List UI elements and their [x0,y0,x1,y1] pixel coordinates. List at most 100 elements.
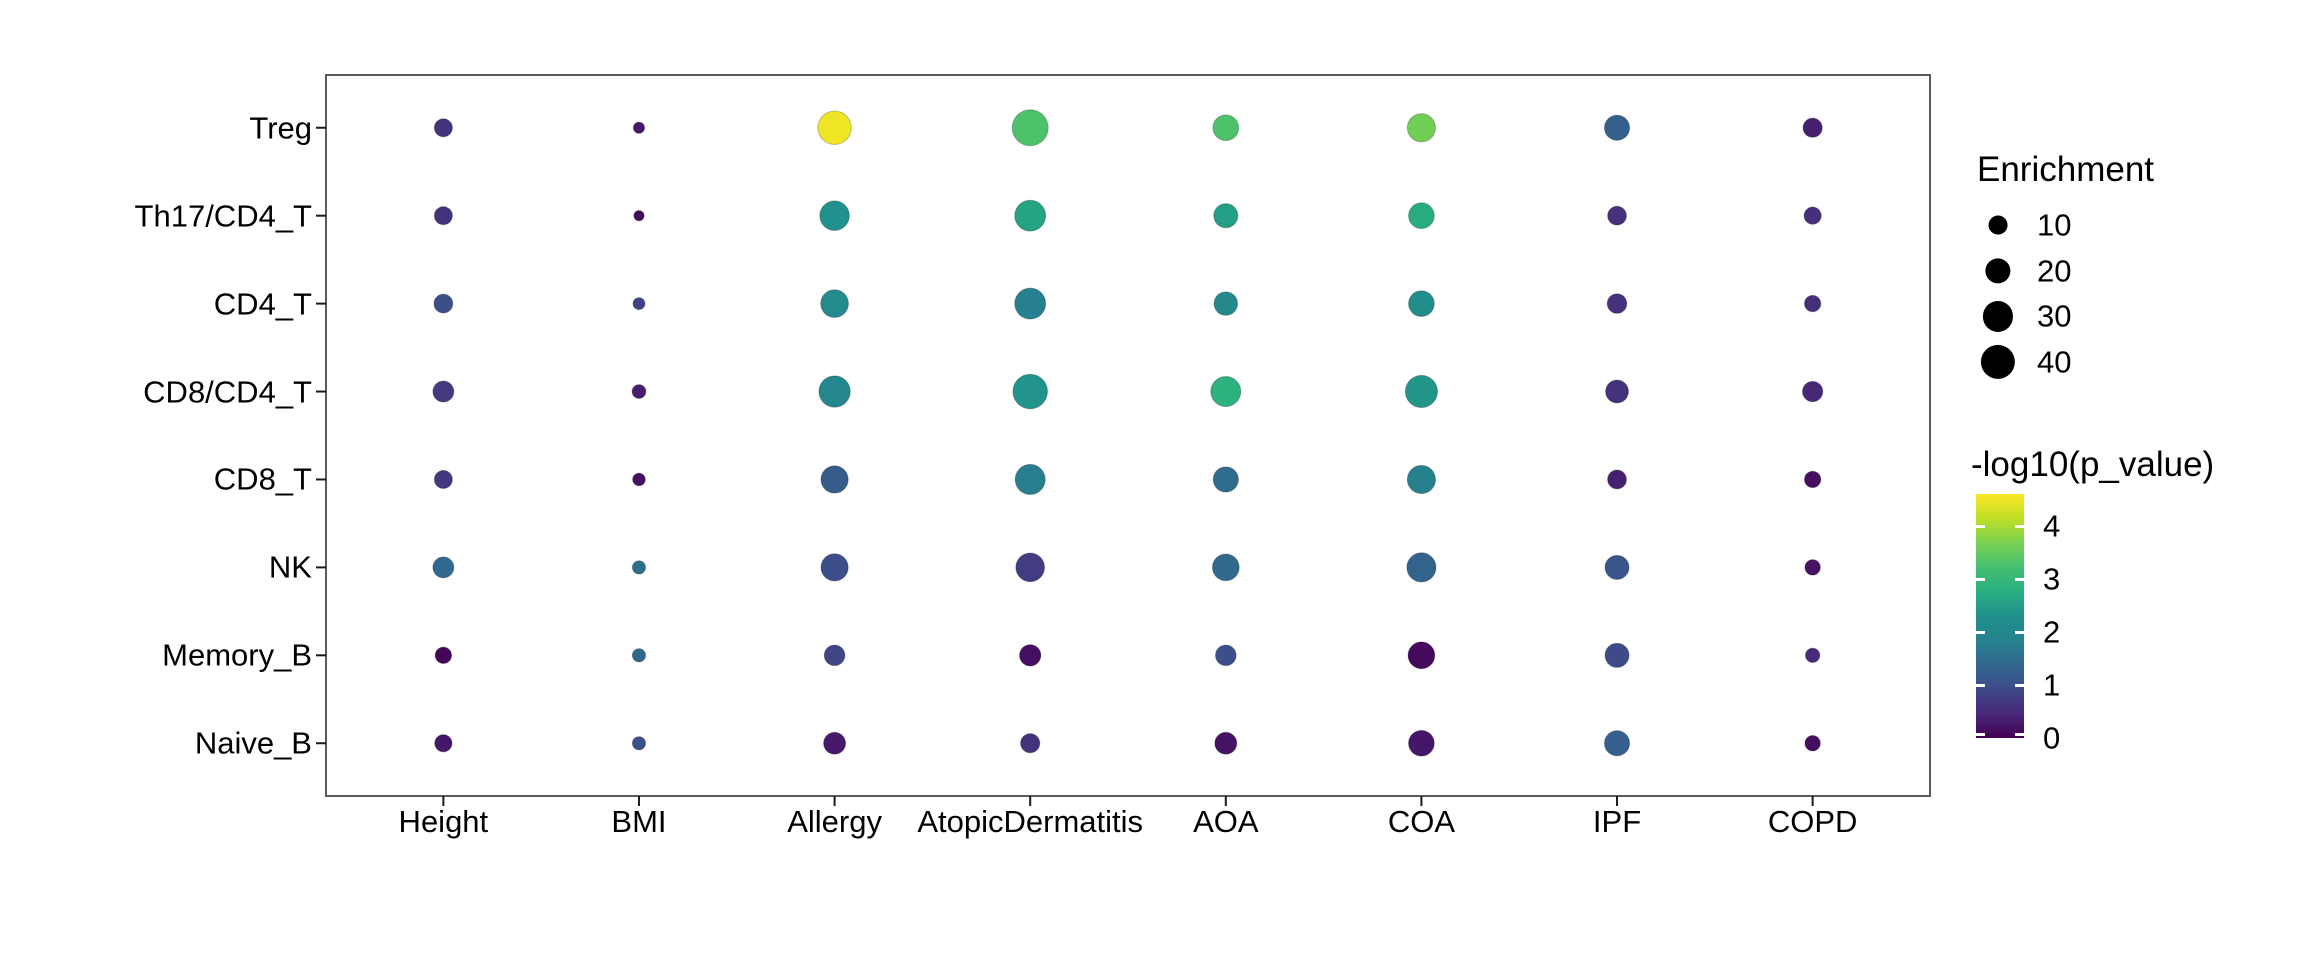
dots-layer [432,109,1824,757]
data-point [433,206,453,226]
data-point [631,560,647,575]
data-point [1014,287,1047,320]
data-point [1803,294,1822,313]
y-axis-label: Treg [249,110,312,146]
data-point [1014,199,1047,232]
colorbar-tickmark [2015,524,2024,528]
x-axis-label: IPF [1592,804,1642,839]
data-point [631,648,647,663]
size-legend-dot [1985,258,2011,284]
data-point [1604,642,1630,668]
axis-ticks [316,126,1814,806]
x-axis-label: AOA [1193,804,1259,839]
data-point [633,209,645,222]
data-point [1604,554,1630,580]
x-axis-label: BMI [611,804,667,839]
colorbar-tickmark [1976,577,1985,581]
data-point [820,465,849,494]
colorbar-tickmark [2015,577,2024,581]
data-point [1603,730,1631,757]
size-legend-value: 10 [2037,207,2072,243]
data-point [1406,113,1437,143]
data-point [1212,466,1239,493]
data-point [433,118,453,138]
size-legend-dot [1980,344,2016,380]
data-point [1407,641,1436,670]
data-point [1804,735,1821,752]
data-point [1213,203,1239,229]
data-point [632,121,646,134]
data-point [1014,463,1046,496]
size-legend-dot [1988,215,2008,235]
size-legend-dot [1982,301,2014,332]
x-axis-label: COA [1387,804,1455,839]
data-point [1801,380,1824,403]
panel-border [325,74,1931,797]
data-point [433,469,453,490]
colorbar-tickmark [1976,683,1985,687]
data-point [1404,374,1439,409]
colorbar-tickmark [2015,683,2024,687]
y-axis-label: CD8_T [213,461,312,497]
data-point [1015,552,1046,583]
x-axis-label: COPD [1767,804,1858,839]
data-point [1214,644,1237,667]
y-axis-label: CD4_T [213,286,312,322]
colorbar-tickmark [2015,733,2024,736]
colorbar-tickmark [2015,630,2024,634]
y-axis-label: CD8/CD4_T [143,374,312,410]
data-point [1211,553,1240,582]
data-point [1210,375,1242,408]
data-point [1408,202,1435,230]
data-point [819,200,850,232]
data-point [1802,117,1823,138]
data-point [1214,731,1238,755]
data-point [1803,470,1822,489]
data-point [1212,114,1240,142]
data-point [817,110,852,145]
data-point [1020,733,1041,754]
colorbar-tickmark [1976,630,1985,634]
data-point [631,384,647,399]
data-point [820,553,849,582]
data-point [1605,379,1630,404]
size-legend-value: 40 [2037,344,2072,380]
data-point [823,731,847,755]
data-point [1804,647,1821,664]
data-point [1606,293,1628,314]
data-point [434,734,453,753]
data-point [1019,644,1042,667]
data-point [632,472,646,487]
size-legend-value: 30 [2037,298,2072,334]
size-legend-value: 20 [2037,253,2072,289]
data-point [1213,291,1239,316]
data-point [1408,290,1435,317]
colorbar-tickmark [1976,733,1985,736]
x-axis-label: Allergy [787,804,882,839]
y-axis-label: Naive_B [194,725,312,761]
x-axis-label: AtopicDermatitis [917,804,1144,839]
y-axis-label: Memory_B [162,637,312,673]
data-point [1011,109,1049,147]
data-point [1603,114,1631,141]
data-point [818,375,851,408]
data-point [1012,373,1048,410]
colorbar-tickmark [1976,524,1985,528]
data-point [1406,552,1437,583]
colorbar-tick-label: 1 [2043,667,2061,703]
data-point [1408,729,1435,757]
x-axis-label: Height [398,804,489,839]
data-point [433,293,454,314]
data-point [434,646,453,665]
y-axis-label: NK [268,549,312,585]
colorbar-gradient [1976,494,2024,738]
data-point [1607,469,1627,490]
data-point [1804,559,1821,576]
data-point [820,289,849,319]
y-axis-label: Th17/CD4_T [134,198,312,234]
data-point [432,556,455,579]
colorbar-tick-label: 2 [2043,614,2061,650]
colorbar-tick-label: 4 [2043,508,2061,544]
panel [325,74,1931,797]
